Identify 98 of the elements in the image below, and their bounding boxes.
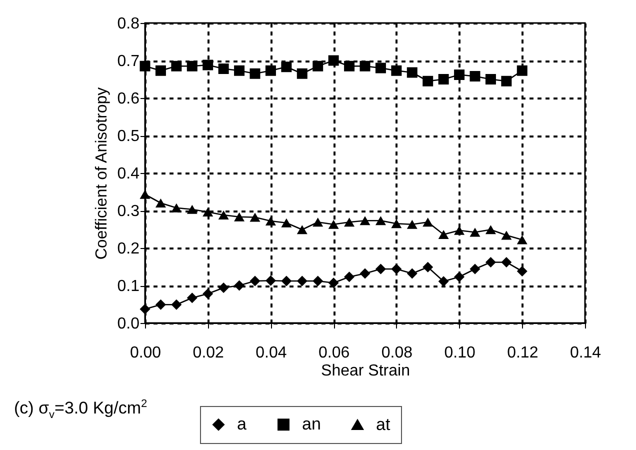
y-tick-label: 0.1: [117, 278, 140, 295]
legend-label: at: [376, 414, 390, 434]
point: [234, 65, 245, 76]
point: [406, 67, 418, 78]
point: [202, 207, 214, 217]
x-tick-label: 0.10: [444, 344, 476, 362]
x-tick-label: 0.04: [256, 344, 287, 362]
point: [485, 257, 496, 268]
point: [485, 225, 496, 234]
point: [501, 257, 512, 268]
point: [155, 299, 166, 310]
point: [406, 268, 418, 279]
point: [328, 220, 339, 229]
x-tick-label: 0.12: [507, 344, 538, 362]
point: [328, 278, 339, 288]
legend-label: a: [237, 414, 247, 434]
point: [470, 264, 480, 274]
point: [501, 76, 512, 86]
point: [360, 268, 370, 279]
point: [250, 276, 260, 286]
point: [281, 276, 292, 286]
point: [360, 60, 370, 72]
point: [218, 64, 229, 74]
point: [375, 62, 386, 74]
point: [312, 218, 324, 227]
point: [438, 74, 449, 84]
x-tick-label: 0.02: [192, 344, 224, 362]
point: [186, 292, 198, 304]
point: [202, 288, 214, 299]
point: [375, 216, 386, 226]
point: [250, 212, 260, 222]
point: [360, 216, 370, 226]
point: [140, 304, 150, 314]
point: [186, 60, 198, 72]
point: [391, 65, 402, 76]
point: [516, 65, 528, 76]
point: [218, 282, 229, 293]
x-axis-title: Shear Strain: [321, 362, 410, 380]
point: [328, 55, 339, 66]
x-tick-label: 0.06: [318, 344, 350, 362]
x-tick-label: 0.14: [570, 344, 602, 362]
point: [140, 190, 150, 199]
point: [485, 74, 496, 84]
y-tick-label: 0.2: [117, 240, 140, 258]
point: [344, 60, 355, 72]
y-tick-label: 0.8: [117, 16, 140, 32]
point: [312, 276, 324, 286]
point: [155, 198, 166, 208]
text: (c) σ$_{v}$=3.0 Kg/cm$^{2}$: [14, 398, 148, 422]
x-tick-label: 0.00: [130, 344, 162, 362]
point: [186, 204, 198, 214]
y-tick-label: 0.3: [117, 203, 140, 220]
y-tick-label: 0.0: [117, 316, 140, 332]
y-tick-label: 0.5: [117, 128, 140, 145]
point: [470, 228, 480, 237]
point: [391, 264, 402, 274]
point: [296, 68, 308, 79]
point: [281, 218, 292, 228]
point: [422, 262, 434, 272]
y-tick-label: 0.4: [117, 166, 140, 182]
point: [438, 276, 449, 287]
point: [470, 71, 480, 82]
point: [265, 65, 276, 76]
legend-label: an: [302, 414, 321, 434]
point: [250, 68, 260, 79]
point: [501, 230, 512, 240]
point: [375, 264, 386, 274]
point: [234, 280, 245, 291]
point: [344, 218, 355, 227]
y-tick-label: 0.6: [117, 90, 140, 108]
point: [296, 225, 308, 234]
point: [438, 230, 449, 240]
point: [391, 219, 402, 228]
point: [265, 216, 276, 226]
point: [281, 62, 292, 72]
point: [516, 235, 528, 244]
point: [155, 65, 166, 76]
point: [344, 272, 355, 282]
y-tick-label: 0.7: [117, 53, 140, 70]
point: [406, 220, 418, 229]
y-axis-title: Coefficient of Anisotropy: [93, 87, 110, 260]
point: [422, 218, 434, 227]
point: [312, 60, 324, 72]
x-tick-label: 0.08: [381, 344, 413, 362]
point: [140, 60, 150, 72]
point: [422, 76, 434, 86]
point: [454, 272, 465, 282]
point: [171, 60, 182, 72]
point: [296, 276, 308, 286]
point: [454, 226, 465, 235]
point: [171, 203, 182, 212]
point: [171, 299, 182, 310]
point: [454, 70, 465, 80]
point: [234, 212, 245, 222]
point: [265, 275, 276, 286]
point: [516, 266, 528, 276]
point: [218, 210, 229, 220]
point: [202, 60, 214, 70]
